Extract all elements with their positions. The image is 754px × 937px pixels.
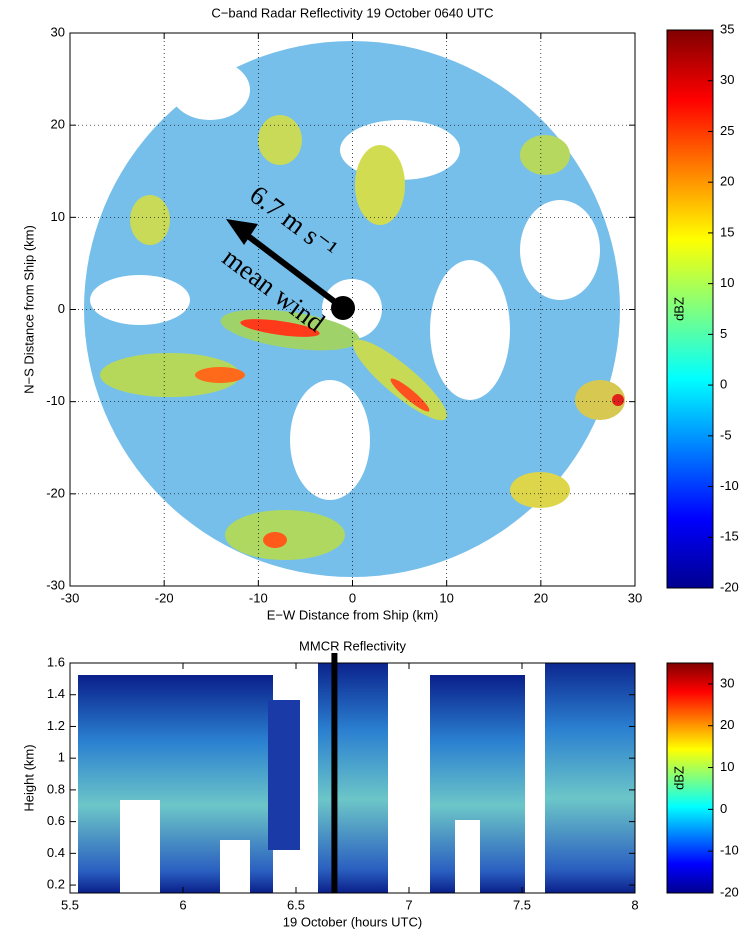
- y-tick-label: 1: [58, 750, 65, 765]
- mmcr-image: [78, 663, 635, 893]
- colorbar-tick-label: 30: [720, 72, 734, 87]
- x-tick-label: 0: [349, 590, 356, 605]
- y-tick-label: 1.4: [47, 686, 65, 701]
- colorbar-tick-label: 5: [720, 326, 727, 341]
- y-tick-label: 0: [58, 301, 65, 316]
- y-tick-label: 0.6: [47, 813, 65, 828]
- y-tick-label: 0.2: [47, 877, 65, 892]
- colorbar: [666, 662, 714, 894]
- colorbar-tick-label: 10: [720, 275, 734, 290]
- y-tick-label: -30: [46, 577, 65, 592]
- x-tick-label: 30: [628, 590, 642, 605]
- x-tick-label: 7: [405, 897, 412, 912]
- colorbar-tick-label: -10: [720, 478, 739, 493]
- x-tick-label: 6: [179, 897, 186, 912]
- x-tick-label: 10: [439, 590, 453, 605]
- colorbar-tick-label: -20: [720, 884, 739, 899]
- x-axis-label: E−W Distance from Ship (km): [267, 607, 439, 622]
- colorbar-tick-label: -20: [720, 579, 739, 594]
- colorbar-tick-label: 35: [720, 21, 734, 36]
- colorbar-tick-label: -10: [720, 843, 739, 858]
- colorbar-label: dBZ: [671, 766, 686, 790]
- axes-frame: [69, 662, 636, 894]
- y-tick-label: -20: [46, 485, 65, 500]
- x-tick-label: -30: [61, 590, 80, 605]
- y-axis-label: N−S Distance from Ship (km): [21, 225, 36, 394]
- colorbar-tick-label: 0: [720, 801, 727, 816]
- wind-arrow: [226, 219, 355, 320]
- x-tick-label: 5.5: [61, 897, 79, 912]
- x-tick-label: -20: [155, 590, 174, 605]
- x-tick-label: 8: [631, 897, 638, 912]
- colorbar-tick-label: 25: [720, 123, 734, 138]
- y-tick-label: 1.2: [47, 718, 65, 733]
- y-tick-label: 20: [51, 117, 65, 132]
- colorbar-tick-label: -15: [720, 529, 739, 544]
- colorbar-tick-label: 0: [720, 377, 727, 392]
- y-tick-label: 1.6: [47, 654, 65, 669]
- colorbar-tick-label: 15: [720, 224, 734, 239]
- colorbar-label: dBZ: [671, 297, 686, 321]
- x-axis-label: 19 October (hours UTC): [283, 914, 422, 929]
- x-tick-label: 20: [534, 590, 548, 605]
- colorbar-tick-label: 30: [720, 675, 734, 690]
- colorbar: [666, 29, 714, 589]
- y-tick-label: 0.8: [47, 781, 65, 796]
- y-tick-label: -10: [46, 393, 65, 408]
- axes-frame: [69, 32, 636, 587]
- colorbar-tick-label: 10: [720, 759, 734, 774]
- y-tick-label: 0.4: [47, 845, 65, 860]
- colorbar-tick-label: -5: [720, 427, 732, 442]
- chart-title: MMCR Reflectivity: [299, 638, 406, 653]
- y-axis-label: Height (km): [21, 744, 36, 811]
- x-tick-label: 6.5: [287, 897, 305, 912]
- y-tick-label: 10: [51, 209, 65, 224]
- colorbar-tick-label: 20: [720, 174, 734, 189]
- colorbar-tick-label: 20: [720, 717, 734, 732]
- x-tick-label: 7.5: [513, 897, 531, 912]
- y-tick-label: 30: [51, 24, 65, 39]
- x-tick-label: -10: [249, 590, 268, 605]
- chart-title: C−band Radar Reflectivity 19 October 064…: [211, 5, 493, 20]
